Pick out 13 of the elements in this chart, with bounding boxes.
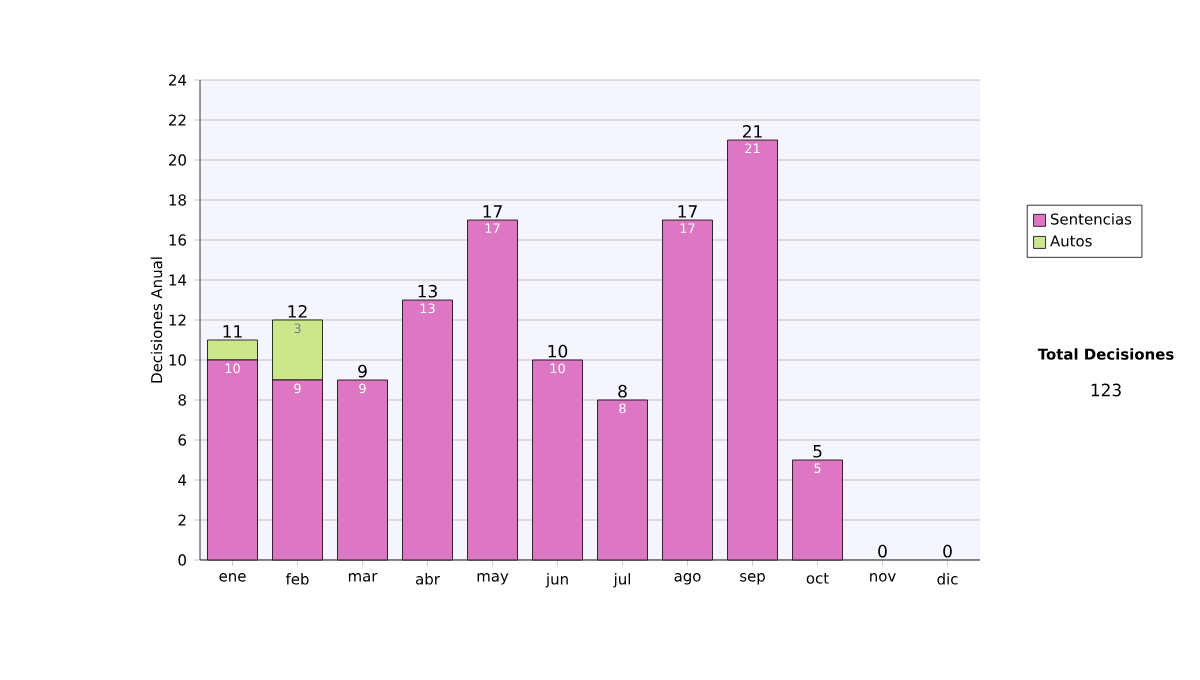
total-label: 12	[288, 305, 307, 318]
total-label: 5	[813, 445, 822, 458]
total-label: 0	[943, 544, 952, 558]
total-label: 9	[358, 364, 367, 378]
text: 123	[1091, 383, 1121, 397]
total-label: 11	[223, 325, 242, 338]
total-label: 21	[742, 125, 762, 138]
total-label: 13	[418, 284, 437, 298]
total-label: 8	[618, 384, 627, 398]
total-label: 10	[548, 344, 568, 358]
total-label: 17	[483, 205, 502, 218]
total-label: 17	[678, 205, 697, 218]
total-label: 0	[878, 544, 887, 558]
